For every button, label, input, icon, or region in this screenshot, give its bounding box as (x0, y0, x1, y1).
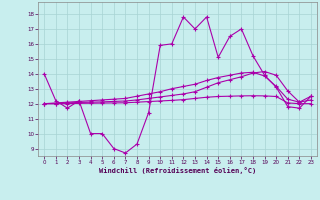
X-axis label: Windchill (Refroidissement éolien,°C): Windchill (Refroidissement éolien,°C) (99, 167, 256, 174)
